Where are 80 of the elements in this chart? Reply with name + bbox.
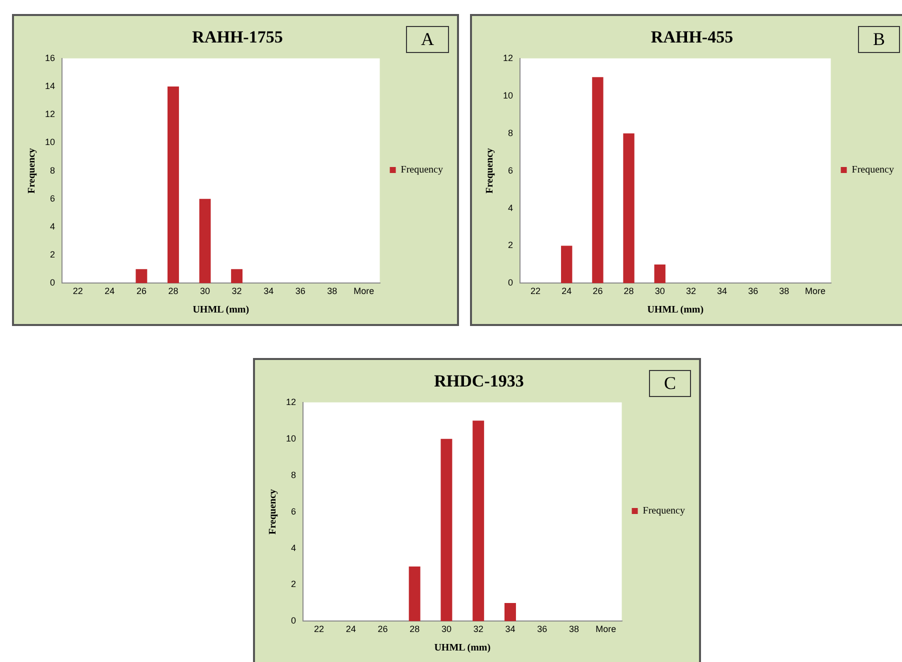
x-tick-label: 28 [624,286,634,296]
x-tick-label: 28 [168,286,178,296]
x-tick-label: 36 [748,286,758,296]
x-tick-label: 30 [200,286,210,296]
x-tick-label: More [354,286,374,296]
y-tick-label: 0 [50,278,56,288]
y-tick-label: 2 [508,240,514,250]
y-tick-label: 6 [290,506,296,516]
x-tick-label: 30 [441,624,452,634]
y-tick-label: 6 [50,193,56,204]
chart-title: RHDC-1933 [434,372,524,391]
x-tick-label: 36 [537,624,548,634]
text: C [648,370,691,397]
y-tick-label: 10 [286,433,296,444]
x-tick-label: 38 [568,624,579,634]
y-tick-label: 4 [50,221,56,232]
y-tick-label: 12 [44,109,56,120]
x-tick-label: 24 [346,624,356,634]
x-tick-label: 24 [562,286,572,296]
bar [504,602,516,622]
y-tick-label: 6 [508,165,514,176]
y-tick-label: 10 [502,90,514,100]
bar [199,198,211,284]
x-tick-label: 32 [686,286,696,296]
x-tick-label: 22 [314,624,324,634]
x-tick-label: 26 [136,286,146,296]
x-axis-title: UHML (mm) [647,304,704,316]
y-tick-label: 12 [286,396,296,407]
y-axis-title: Frequency [26,148,38,194]
legend-label: Frequency [852,164,894,176]
y-tick-label: 0 [508,278,514,288]
y-tick-label: 4 [290,542,296,553]
y-tick-label: 4 [508,202,514,213]
bar [408,566,420,622]
bar [654,264,666,284]
bar [592,77,604,284]
y-tick-label: 8 [290,470,296,480]
x-tick-label: 28 [410,624,420,634]
bar [440,438,452,622]
x-tick-label: 32 [232,286,242,296]
y-tick-label: 8 [50,165,56,176]
legend-label: Frequency [400,164,444,176]
y-tick-label: 16 [44,52,56,63]
chart-title: RAHH-1755 [192,28,283,47]
x-tick-label: 34 [505,624,516,634]
y-tick-label: 2 [50,250,56,260]
bar [136,269,148,284]
x-tick-label: 30 [654,286,665,296]
x-tick-label: 26 [592,286,603,296]
y-tick-label: 0 [290,616,296,626]
x-tick-label: 36 [295,286,306,296]
bar [472,420,484,622]
text: A [406,26,449,53]
y-axis-title: Frequency [484,148,496,194]
x-tick-label: 24 [104,286,115,296]
x-tick-label: 32 [473,624,484,634]
x-tick-label: 38 [327,286,338,296]
x-tick-label: 38 [779,286,790,296]
y-tick-label: 2 [290,579,296,590]
x-tick-label: 22 [72,286,83,296]
x-tick-label: More [596,624,616,634]
x-tick-label: 26 [378,624,388,634]
bar [168,86,179,284]
y-tick-label: 8 [508,128,514,138]
y-axis-title: Frequency [268,489,279,534]
x-tick-label: More [804,286,826,296]
text: B [858,26,900,53]
bar [623,133,634,284]
y-tick-label: 10 [44,137,56,148]
x-axis-title: UHML (mm) [434,642,491,654]
bar [561,246,572,284]
bar [231,269,243,284]
x-tick-label: 22 [530,286,541,296]
x-tick-label: 34 [717,286,728,296]
x-axis-title: UHML (mm) [192,304,250,316]
legend-label: Frequency [642,506,686,517]
chart-title: RAHH-455 [650,28,734,47]
y-tick-label: 14 [44,80,56,91]
y-tick-label: 12 [502,52,514,63]
x-tick-label: 34 [264,286,274,296]
